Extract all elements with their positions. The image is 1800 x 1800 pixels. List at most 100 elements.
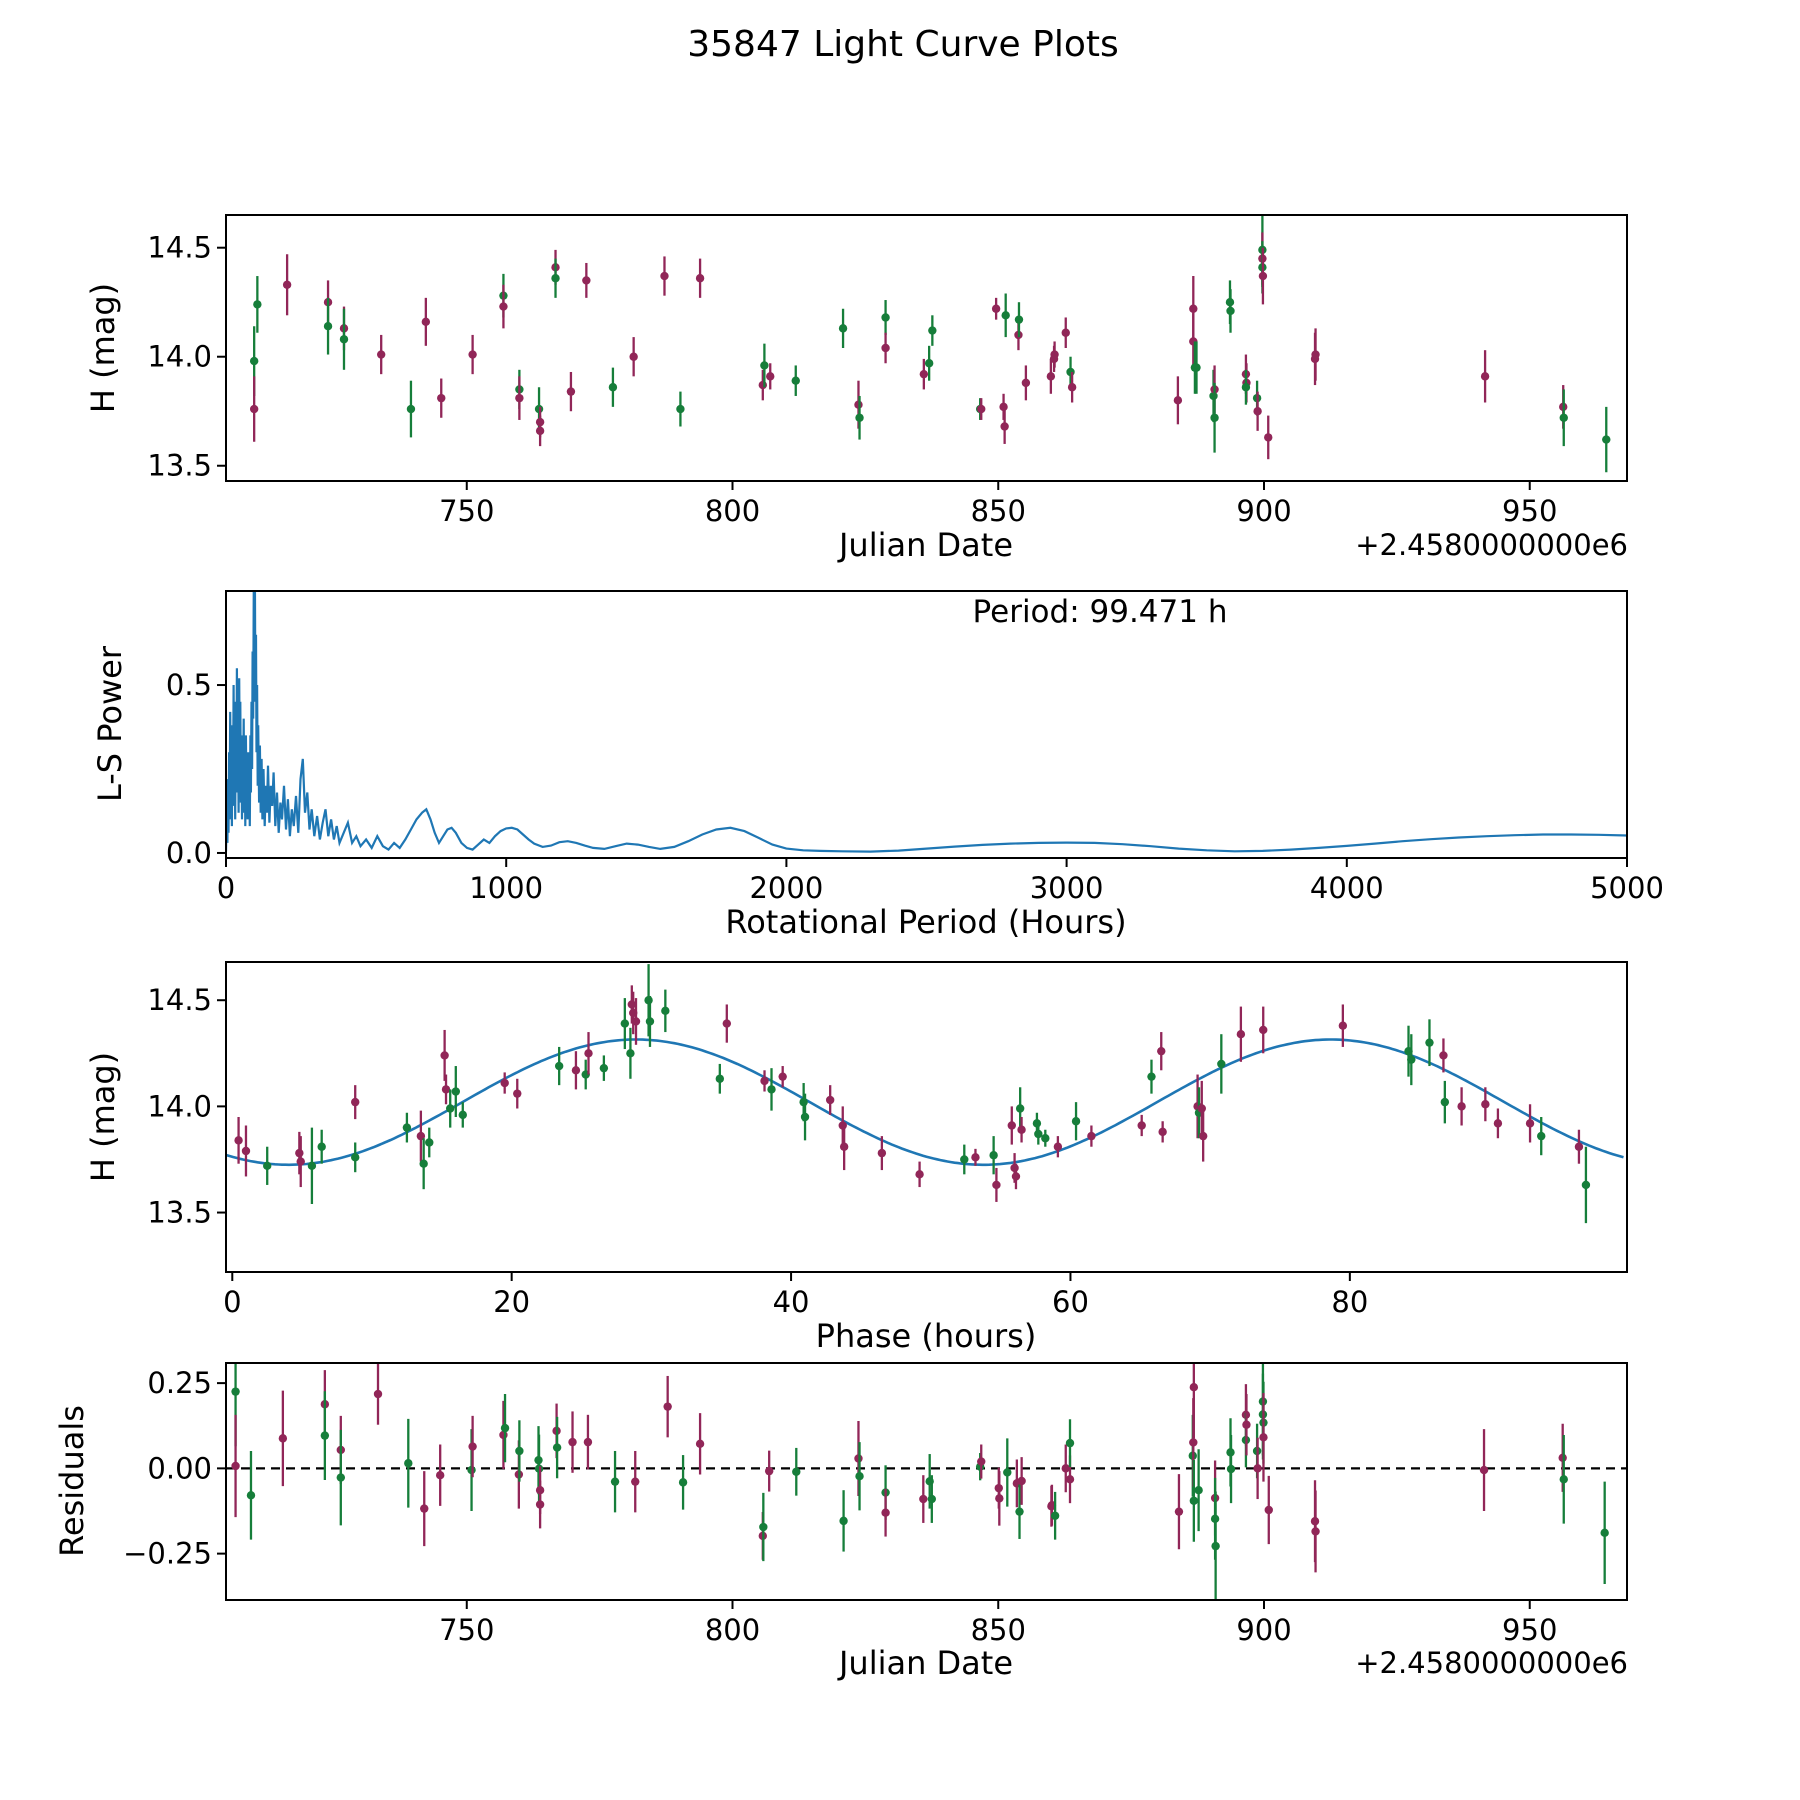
- data-point: [513, 1089, 522, 1098]
- data-point: [663, 1402, 672, 1411]
- data-point: [1066, 367, 1075, 377]
- x-tick-label: 2000: [749, 871, 823, 905]
- data-point: [249, 356, 259, 366]
- data-point: [1050, 1511, 1060, 1520]
- data-point: [351, 1097, 360, 1107]
- data-point: [627, 1000, 637, 1009]
- period-annotation: Period: 99.471 h: [972, 594, 1228, 630]
- plot2-ylabel: L-S Power: [91, 645, 129, 803]
- data-point: [1217, 1059, 1226, 1069]
- data-point: [1000, 422, 1009, 431]
- data-point: [1253, 1464, 1262, 1473]
- data-point: [263, 1161, 272, 1171]
- data-point: [1017, 1476, 1026, 1486]
- data-point: [839, 1142, 849, 1151]
- x-tick-label: 950: [1502, 494, 1557, 528]
- data-point: [441, 1085, 451, 1094]
- data-point: [778, 1072, 787, 1081]
- x-tick-label: 850: [971, 494, 1026, 528]
- data-point: [317, 1142, 326, 1151]
- data-point: [928, 326, 937, 335]
- data-point: [231, 1461, 240, 1471]
- data-point: [1003, 1468, 1012, 1477]
- y-tick-label: 14.0: [147, 1089, 212, 1123]
- plot4-x-offset: +2.4580000000e6: [1355, 1646, 1628, 1680]
- data-point: [1253, 407, 1262, 416]
- data-point: [1061, 328, 1070, 337]
- data-point: [446, 1104, 455, 1113]
- data-point: [759, 1522, 768, 1532]
- data-point: [799, 1097, 808, 1107]
- x-tick-label: 900: [1236, 1613, 1291, 1647]
- x-tick-label: 40: [773, 1285, 810, 1319]
- data-point: [1087, 1131, 1096, 1141]
- data-point: [1192, 363, 1201, 372]
- data-point: [1440, 1097, 1450, 1107]
- x-tick-label: 800: [705, 494, 760, 528]
- axes-frame: [225, 1362, 1628, 1601]
- data-point: [402, 1123, 412, 1132]
- data-point: [1174, 1507, 1184, 1516]
- data-point: [552, 1443, 562, 1452]
- data-point: [695, 274, 705, 283]
- x-tick-label: 800: [705, 1613, 760, 1647]
- plot4-xlabel: Julian Date: [838, 1644, 1014, 1682]
- data-point: [1189, 1383, 1199, 1392]
- data-point: [825, 1095, 835, 1105]
- plot1-ylabel: H (mag): [84, 282, 122, 414]
- data-point: [919, 369, 929, 379]
- plot4-ylabel: Residuals: [53, 1405, 91, 1557]
- data-point: [792, 1467, 801, 1476]
- x-tick-label: 60: [1052, 1285, 1089, 1319]
- data-point: [1197, 1104, 1206, 1113]
- data-point: [1537, 1131, 1546, 1141]
- data-point: [515, 1446, 524, 1456]
- data-point: [760, 361, 769, 370]
- x-tick-label: 850: [971, 1613, 1026, 1647]
- x-tick-label: 0: [223, 1285, 241, 1319]
- data-point: [760, 1076, 769, 1086]
- data-point: [246, 1491, 256, 1500]
- data-point: [1211, 1541, 1220, 1551]
- data-point: [1158, 1127, 1167, 1137]
- data-point: [1189, 304, 1198, 313]
- data-point: [960, 1155, 969, 1164]
- data-point: [1173, 396, 1183, 405]
- data-point: [1137, 1121, 1146, 1130]
- data-point: [695, 1439, 705, 1449]
- data-point: [336, 1473, 346, 1482]
- data-point: [881, 1508, 890, 1517]
- data-point: [1559, 1475, 1568, 1484]
- x-tick-label: 80: [1331, 1285, 1368, 1319]
- data-point: [715, 1074, 725, 1083]
- data-point: [839, 1516, 848, 1526]
- data-point: [278, 1434, 288, 1443]
- data-point: [323, 321, 333, 331]
- plot3-phased-curve: 0 20 40 60 80 14.5 14.0 13.5: [147, 961, 1628, 1319]
- data-point: [583, 1437, 593, 1447]
- data-point: [1071, 1117, 1081, 1126]
- data-point: [977, 1457, 986, 1466]
- data-point: [971, 1153, 980, 1162]
- data-point: [1147, 1072, 1156, 1081]
- data-point: [1264, 433, 1273, 442]
- data-point: [376, 350, 386, 359]
- data-point: [644, 996, 653, 1005]
- y-tick-label: 13.5: [147, 1196, 212, 1230]
- data-point: [1041, 1134, 1050, 1143]
- data-point: [554, 1061, 564, 1071]
- data-point: [767, 1085, 776, 1094]
- data-point: [1210, 413, 1219, 422]
- data-point: [661, 1006, 670, 1016]
- data-point: [231, 1387, 240, 1396]
- data-point: [1407, 1055, 1416, 1064]
- plot1-xlabel: Julian Date: [838, 526, 1014, 564]
- data-point: [989, 1151, 998, 1160]
- data-point: [924, 359, 934, 368]
- data-point: [351, 1153, 360, 1162]
- periodogram-curve: [226, 591, 1627, 853]
- plot2-periodogram: 0 1000 2000 3000 4000 5000 0.0 0.5: [166, 590, 1664, 905]
- data-point: [499, 302, 508, 311]
- light-curve-data: [249, 215, 1611, 473]
